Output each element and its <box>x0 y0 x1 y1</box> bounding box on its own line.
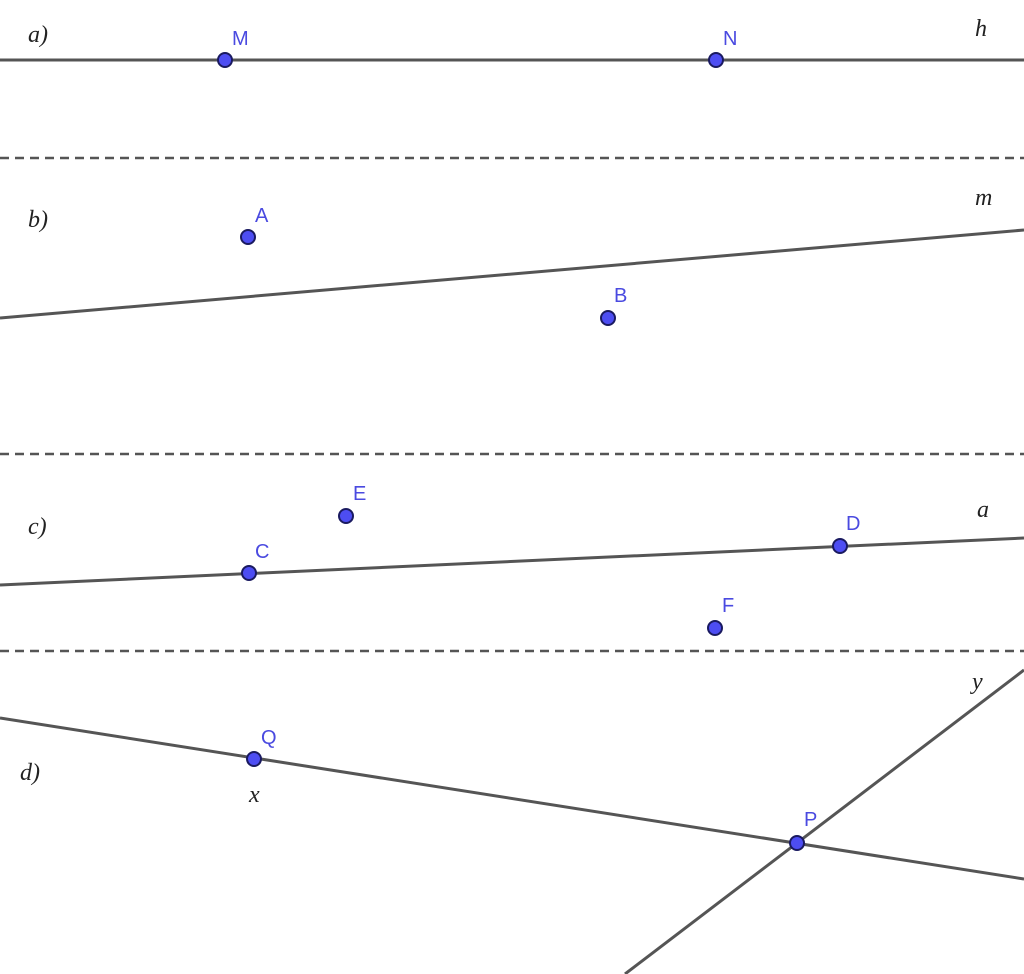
point <box>707 620 723 636</box>
point-name: M <box>232 28 249 50</box>
line <box>0 536 1024 587</box>
point <box>240 229 256 245</box>
point-name: F <box>722 595 734 617</box>
point-name: Q <box>261 727 277 749</box>
section-tag: b) <box>28 207 48 233</box>
point-name: D <box>846 513 860 535</box>
point-name: C <box>255 541 269 563</box>
line <box>0 716 1024 881</box>
section-tag: a) <box>28 22 48 48</box>
line <box>624 668 1024 974</box>
point <box>832 538 848 554</box>
point <box>246 751 262 767</box>
point <box>241 565 257 581</box>
point-name: A <box>255 205 269 227</box>
point <box>708 52 724 68</box>
point-name: E <box>353 483 366 505</box>
point-name: P <box>804 809 817 831</box>
point-name: B <box>614 285 627 307</box>
line-name: m <box>975 185 992 211</box>
point <box>338 508 354 524</box>
line-name: h <box>975 16 987 42</box>
point <box>789 835 805 851</box>
section-tag: d) <box>20 760 40 786</box>
line <box>0 228 1024 320</box>
point <box>217 52 233 68</box>
point <box>600 310 616 326</box>
line-name: y <box>970 669 983 695</box>
section-tag: c) <box>28 514 47 540</box>
point-name: N <box>723 28 737 50</box>
line-name: a <box>977 497 989 523</box>
line-name: x <box>248 782 260 808</box>
